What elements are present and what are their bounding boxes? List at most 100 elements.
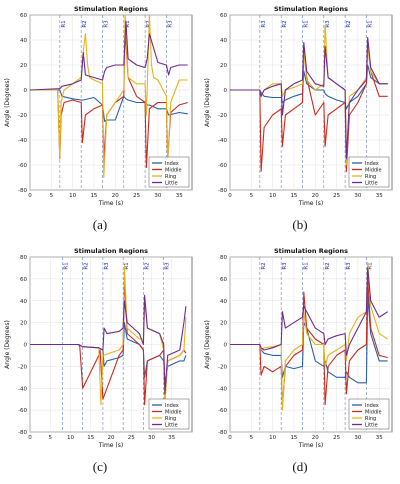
- y-tick-label: 40: [20, 38, 27, 44]
- legend-entry: Index: [365, 161, 379, 167]
- region-label: R3: [261, 20, 267, 28]
- panel-c: -80 -60 -40 -20 0 20 40 60 80 0 5 10 15 20 25 30 35 R1 R2 R…: [0, 242, 200, 484]
- region-label: R1: [303, 20, 309, 27]
- region-label: R2: [282, 20, 288, 27]
- y-tick-label: 0: [224, 88, 228, 94]
- y-tick-label: 80: [20, 255, 27, 261]
- x-tick-label: 35: [176, 193, 183, 199]
- caption-b: (b): [292, 217, 308, 232]
- legend-entry: Little: [165, 181, 178, 187]
- y-tick-label: -20: [218, 113, 227, 119]
- region-label: R3: [104, 262, 110, 270]
- x-tick-label: 30: [354, 435, 361, 441]
- region-label: R2: [261, 262, 267, 269]
- y-axis-label: Angle (Degrees): [4, 78, 11, 127]
- x-tick-label: 10: [269, 193, 276, 199]
- region-label: R3: [165, 262, 171, 270]
- panel-a: -80 -60 -40 -20 0 20 40 60 0 5 10 15 20 25 30 35 R1 R2 R3 R…: [0, 0, 200, 242]
- legend-entry: Ring: [165, 174, 176, 180]
- region-label: R3: [325, 20, 331, 28]
- legend-entry: Index: [365, 403, 379, 409]
- x-tick-label: 5: [250, 193, 254, 199]
- x-axis-label: Time (s): [298, 442, 323, 449]
- y-tick-label: 40: [20, 299, 27, 305]
- y-tick-label: -60: [218, 408, 227, 414]
- region-label: R2: [82, 20, 88, 27]
- x-tick-label: 15: [290, 193, 297, 199]
- region-label: R1: [125, 20, 131, 27]
- legend-entry: Middle: [165, 410, 182, 416]
- x-tick-label: 30: [154, 193, 161, 199]
- x-tick-label: 15: [90, 193, 97, 199]
- x-tick-label: 0: [228, 435, 232, 441]
- y-tick-label: -40: [18, 386, 27, 392]
- y-tick-label: 80: [220, 255, 227, 261]
- y-tick-label: 20: [20, 63, 27, 69]
- x-tick-label: 5: [49, 435, 53, 441]
- x-tick-label: 0: [228, 193, 232, 199]
- x-tick-label: 20: [312, 193, 319, 199]
- region-label: R3: [282, 262, 288, 270]
- x-tick-label: 35: [376, 193, 383, 199]
- caption-d: (d): [292, 459, 308, 474]
- y-tick-label: 60: [20, 13, 27, 19]
- region-label: R2: [144, 262, 150, 269]
- y-tick-label: 0: [24, 88, 28, 94]
- y-tick-label: -80: [218, 188, 227, 194]
- x-tick-label: 15: [87, 435, 94, 441]
- legend-entry: Ring: [365, 174, 376, 180]
- y-tick-label: 0: [24, 343, 28, 349]
- region-label: R2: [84, 262, 90, 269]
- y-tick-label: -80: [18, 430, 27, 436]
- x-tick-label: 0: [28, 435, 32, 441]
- x-tick-label: 20: [112, 193, 119, 199]
- y-axis-label: Angle (Degrees): [4, 320, 11, 369]
- x-tick-label: 0: [28, 193, 32, 199]
- series-line-middle: [230, 278, 388, 406]
- y-tick-label: 60: [20, 277, 27, 283]
- panel-d: -80 -60 -40 -20 0 20 40 60 80 0 5 10 15 20 25 30 35 R2 R3 R…: [200, 242, 400, 484]
- series-line-middle: [230, 39, 388, 172]
- region-label: R3: [346, 262, 352, 270]
- y-axis-label: Angle (Degrees): [204, 320, 211, 369]
- x-tick-label: 20: [108, 435, 115, 441]
- caption-c: (c): [92, 459, 108, 474]
- chart-title: Stimulation Regions: [274, 5, 348, 13]
- legend-entry: Little: [365, 181, 378, 187]
- chart-title: Stimulation Regions: [74, 247, 148, 255]
- panel-b: -80 -60 -40 -20 0 20 40 60 0 5 10 15 20 25 30 35 R3 R2 R1 R…: [200, 0, 400, 242]
- legend-entry: Ring: [365, 416, 376, 422]
- region-label: R2: [325, 262, 331, 269]
- x-tick-label: 10: [269, 435, 276, 441]
- x-tick-label: 10: [69, 193, 76, 199]
- series-line-little: [230, 36, 388, 160]
- region-label: R1: [63, 262, 69, 269]
- x-tick-label: 25: [333, 435, 340, 441]
- region-label: R3: [103, 20, 109, 28]
- series-line-little: [230, 267, 388, 356]
- y-tick-label: -60: [218, 163, 227, 169]
- y-tick-label: 40: [220, 38, 227, 44]
- x-tick-label: 25: [133, 193, 140, 199]
- series-line-little: [30, 294, 187, 395]
- x-tick-label: 35: [376, 435, 383, 441]
- legend-entry: Ring: [165, 416, 176, 422]
- legend-entry: Little: [365, 423, 378, 429]
- caption-a: (a): [92, 217, 108, 232]
- legend-entry: Index: [165, 161, 179, 167]
- y-tick-label: 0: [224, 343, 228, 349]
- y-axis-label: Angle (Degrees): [204, 78, 211, 127]
- y-tick-label: 20: [220, 63, 227, 69]
- region-label: R2: [346, 20, 352, 27]
- chart-a: -80 -60 -40 -20 0 20 40 60 0 5 10 15 20 25 30 35 R1 R2 R3 R…: [4, 5, 193, 207]
- y-tick-label: -80: [218, 430, 227, 436]
- y-tick-label: -60: [18, 408, 27, 414]
- chart-title: Stimulation Regions: [274, 247, 348, 255]
- legend-entry: Middle: [365, 168, 382, 174]
- y-tick-label: 60: [220, 277, 227, 283]
- x-axis-label: Time (s): [98, 442, 123, 449]
- x-tick-label: 25: [128, 435, 135, 441]
- x-tick-label: 35: [168, 435, 175, 441]
- y-tick-label: -80: [18, 188, 27, 194]
- legend-entry: Middle: [365, 410, 382, 416]
